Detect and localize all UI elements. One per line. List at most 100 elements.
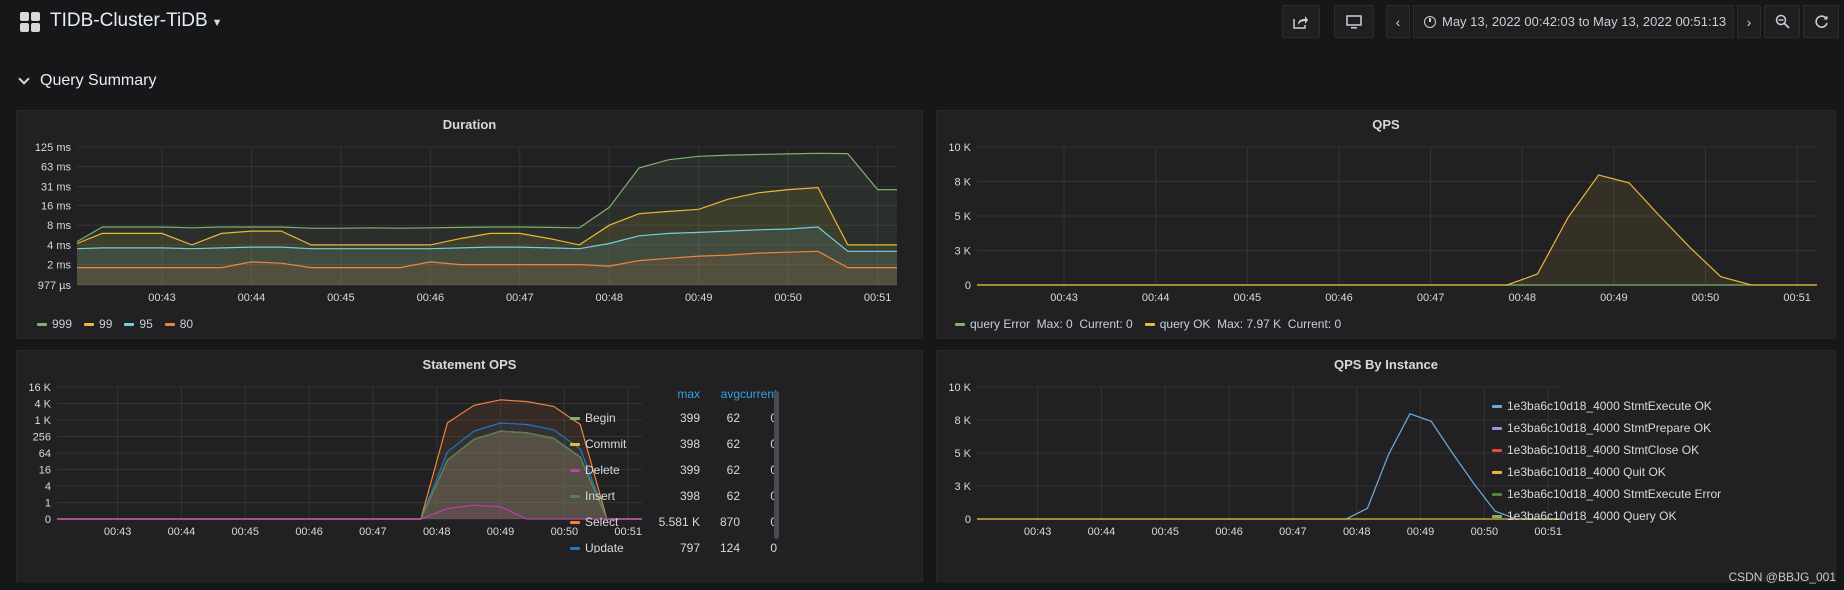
- legend-row-select[interactable]: Select 5.581 K 8700: [562, 509, 777, 535]
- y-tick-label: 0: [965, 514, 971, 526]
- y-tick-label: 1: [45, 498, 51, 510]
- y-tick-label: 0: [965, 280, 971, 292]
- legend-label: 1e3ba6c10d18_4000 StmtClose OK: [1507, 443, 1700, 457]
- statement-ops-chart[interactable]: 0 1 4 16 64 256 1 K 4 K 16 K 00:43 00:44 00:45 00:46…: [17, 351, 657, 581]
- series-line-1e3ba6c10d18_4000-stmtexecute-ok[interactable]: [977, 413, 1562, 520]
- tv-mode-button[interactable]: [1334, 5, 1374, 38]
- legend-max: 399: [679, 463, 700, 477]
- series-line-80[interactable]: [77, 250, 897, 269]
- y-tick-label: 63 ms: [41, 161, 71, 173]
- series-line-95[interactable]: [76, 226, 897, 252]
- legend-item-2[interactable]: 1e3ba6c10d18_4000 StmtClose OK: [1492, 439, 1721, 461]
- legend-name: Select: [562, 515, 645, 529]
- refresh-button[interactable]: [1803, 5, 1839, 38]
- qps-by-instance-chart[interactable]: 0 3 K 5 K 8 K 10 K 00:43 00:44 00:45 00:46 00:47 0…: [937, 351, 1577, 581]
- panel-title[interactable]: Duration: [442, 117, 497, 132]
- series-line-999[interactable]: [76, 152, 897, 243]
- x-tick-label: 00:44: [1088, 526, 1116, 538]
- panel-title[interactable]: QPS: [1372, 117, 1400, 132]
- time-forward-button[interactable]: ›: [1737, 5, 1761, 38]
- caret-down-icon: ▼: [211, 17, 223, 29]
- series-area-commit: [57, 431, 642, 519]
- legend-name: Commit: [562, 437, 645, 451]
- legend-swatch: [37, 322, 47, 326]
- series-line-query-ok[interactable]: [977, 174, 1817, 286]
- legend-max: 399: [679, 411, 700, 425]
- y-tick-label: 5 K: [954, 448, 971, 460]
- column-current[interactable]: current: [740, 387, 777, 401]
- y-tick-label: 10 K: [948, 382, 971, 394]
- duration-chart[interactable]: 977 µs 2 ms 4 ms 8 ms 16 ms 31 ms 63 ms 125 ms 0…: [17, 111, 922, 338]
- y-tick-label: 2 ms: [47, 260, 71, 272]
- legend-label: 99: [99, 317, 113, 331]
- legend-item-0[interactable]: query Error Max: 0 Current: 0: [955, 317, 1133, 331]
- row-header-query-summary[interactable]: Query Summary: [18, 72, 156, 90]
- legend-item-1[interactable]: 1e3ba6c10d18_4000 StmtPrepare OK: [1492, 417, 1721, 439]
- legend-item-999[interactable]: 999: [37, 317, 72, 331]
- y-tick-label: 977 µs: [38, 280, 72, 292]
- x-tick-label: 00:46: [1325, 292, 1353, 304]
- series-line-use[interactable]: [57, 504, 642, 520]
- dashboard-title[interactable]: TIDB-Cluster-TiDB ▼: [50, 10, 223, 32]
- panel-title[interactable]: QPS By Instance: [1333, 357, 1439, 372]
- legend-item-4[interactable]: 1e3ba6c10d18_4000 StmtExecute Error: [1492, 483, 1721, 505]
- y-tick-label: 4 K: [34, 399, 51, 411]
- legend-max: 398: [679, 489, 700, 503]
- legend-row-update[interactable]: Update 797 124 0: [562, 535, 777, 553]
- legend-item-80[interactable]: 80: [164, 317, 193, 331]
- legend-current: 0: [740, 463, 777, 477]
- column-max[interactable]: max: [677, 387, 700, 401]
- legend-row-commit[interactable]: Commit 398 620: [562, 431, 777, 457]
- x-tick-label: 00:48: [1343, 526, 1371, 538]
- y-tick-label: 31 ms: [41, 182, 71, 194]
- qps-chart[interactable]: 0 3 K 5 K 8 K 10 K 00:43 00:44 00:45 00:46 00:47 0…: [937, 111, 1835, 338]
- legend-row-insert[interactable]: Insert 398 620: [562, 483, 777, 509]
- legend-name: Begin: [562, 411, 645, 425]
- legend-max: 5.581 K: [658, 515, 700, 529]
- legend-row-begin[interactable]: Begin 399 620: [562, 405, 777, 431]
- legend-item-99[interactable]: 99: [84, 317, 112, 331]
- x-tick-label: 00:50: [1692, 292, 1720, 304]
- x-tick-label: 00:47: [506, 292, 534, 304]
- chevron-right-icon: ›: [1746, 13, 1752, 30]
- y-tick-label: 5 K: [954, 211, 971, 223]
- legend-swatch: [1492, 448, 1502, 452]
- zoom-out-button[interactable]: [1764, 5, 1800, 38]
- legend-label: 1e3ba6c10d18_4000 StmtExecute OK: [1507, 399, 1712, 413]
- legend-swatch: [1492, 470, 1502, 474]
- clock-icon: [1424, 15, 1436, 28]
- x-tick-label: 00:48: [423, 526, 451, 538]
- y-tick-label: 64: [39, 448, 51, 460]
- column-avg[interactable]: avg: [720, 387, 740, 401]
- legend-item-3[interactable]: 1e3ba6c10d18_4000 Quit OK: [1492, 461, 1721, 483]
- x-tick-label: 00:51: [614, 526, 642, 538]
- time-range-picker[interactable]: May 13, 2022 00:42:03 to May 13, 2022 00…: [1413, 5, 1734, 38]
- legend-scrollbar[interactable]: [774, 391, 779, 539]
- legend-item-5[interactable]: 1e3ba6c10d18_4000 Query OK: [1492, 505, 1721, 527]
- qps-by-instance-legend: 1e3ba6c10d18_4000 StmtExecute OK 1e3ba6c1…: [1492, 395, 1721, 527]
- time-back-button[interactable]: ‹: [1386, 5, 1410, 38]
- legend-item-0[interactable]: 1e3ba6c10d18_4000 StmtExecute OK: [1492, 395, 1721, 417]
- legend-label: 1e3ba6c10d18_4000 StmtExecute Error: [1507, 487, 1722, 501]
- legend-item-95[interactable]: 95: [124, 317, 153, 331]
- chevron-left-icon: ‹: [1395, 13, 1401, 30]
- series-area-update: [57, 423, 642, 519]
- legend-swatch: [1492, 514, 1502, 518]
- legend-swatch: [1492, 426, 1502, 430]
- y-tick-label: 8 K: [954, 177, 971, 189]
- legend-row-delete[interactable]: Delete 399 620: [562, 457, 777, 483]
- share-button[interactable]: [1282, 5, 1320, 38]
- legend-swatch: [84, 322, 95, 326]
- y-tick-label: 3 K: [954, 246, 971, 258]
- series-area-delete: [57, 431, 642, 519]
- x-tick-label: 00:43: [104, 526, 132, 538]
- x-tick-label: 00:48: [1508, 292, 1536, 304]
- monitor-icon: [1346, 14, 1362, 28]
- x-tick-label: 00:43: [1050, 292, 1078, 304]
- legend-label: query OK Max: 7.97 K Current: 0: [1159, 317, 1342, 331]
- panel-title[interactable]: Statement OPS: [422, 357, 517, 372]
- legend-item-1[interactable]: query OK Max: 7.97 K Current: 0: [1144, 317, 1342, 331]
- legend-label: 1e3ba6c10d18_4000 Quit OK: [1507, 465, 1666, 479]
- series-line-99[interactable]: [76, 186, 897, 246]
